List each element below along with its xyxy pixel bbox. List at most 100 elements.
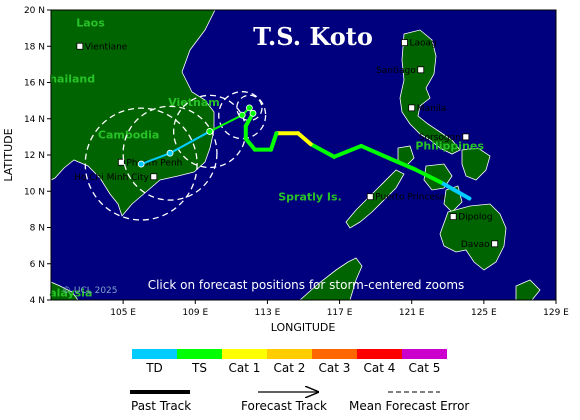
error-circle bbox=[236, 94, 263, 122]
city-marker-icon bbox=[117, 158, 125, 166]
past-track-segment bbox=[332, 143, 364, 159]
y-axis-label: LATITUDE bbox=[2, 128, 15, 181]
past-track-segment bbox=[296, 131, 313, 147]
legend-category-label: Cat 4 bbox=[364, 361, 396, 375]
country-label: hailand bbox=[49, 73, 95, 86]
city-label: Vientiane bbox=[85, 42, 128, 52]
legend: TD TS Cat 1 Cat 2 Cat 3 Cat 4 Cat 5 bbox=[132, 349, 447, 375]
past-track-segment bbox=[243, 136, 257, 152]
city-marker-icon bbox=[76, 42, 84, 50]
legend-swatch-cat-2 bbox=[267, 349, 312, 359]
forecast-position-1[interactable] bbox=[245, 104, 253, 112]
city-dipolog: Dipolog bbox=[449, 213, 493, 223]
map-axes: 105 E 109 E 113 E 117 E 121 E 125 E 129 E 20 N 1… bbox=[24, 6, 569, 318]
country-labels: Laos hailand Vietnam Cambodia Spratly Is. Phi… bbox=[49, 16, 484, 299]
city-marker-icon bbox=[366, 193, 374, 201]
past-track-segment bbox=[438, 180, 472, 201]
forecast-position-5[interactable] bbox=[137, 160, 145, 168]
past-track-segment bbox=[308, 142, 337, 159]
forecast-position-2[interactable] bbox=[238, 111, 246, 119]
city-ho-chi-minh-city: Ho Chi Minh City bbox=[74, 173, 158, 183]
land-sulawesi bbox=[515, 279, 541, 300]
forecast-track-segment bbox=[140, 152, 171, 165]
legend-swatch-cat-5 bbox=[402, 349, 447, 359]
city-santiago: Santiago bbox=[376, 66, 425, 76]
city-sorsogon: Sorsogon bbox=[419, 133, 470, 143]
lat-tick-label: 8 N bbox=[30, 224, 45, 234]
lon-tick-label: 109 E bbox=[182, 308, 208, 318]
land-masses bbox=[51, 10, 541, 300]
error-circle bbox=[122, 105, 218, 201]
lat-tick-label: 12 N bbox=[24, 151, 45, 161]
forecast-position-0[interactable] bbox=[249, 109, 257, 117]
land-borneo bbox=[299, 257, 363, 300]
past-track-segment bbox=[269, 131, 279, 152]
legend-past-track: Past Track bbox=[130, 390, 191, 413]
lat-tick-label: 4 N bbox=[30, 296, 45, 306]
city-marker-icon bbox=[150, 173, 158, 181]
lat-tick-label: 6 N bbox=[30, 260, 45, 270]
legend-category-label: Cat 2 bbox=[274, 361, 306, 375]
lon-tick-label: 121 E bbox=[399, 308, 425, 318]
lat-tick-label: 10 N bbox=[24, 187, 45, 197]
legend-category-label: Cat 1 bbox=[229, 361, 261, 375]
legend-category-label: TD bbox=[145, 361, 163, 375]
legend-category-label: Cat 3 bbox=[319, 361, 351, 375]
x-axis-label: LONGITUDE bbox=[271, 321, 336, 334]
city-manila: Manila bbox=[408, 104, 447, 114]
forecast-track-segment bbox=[169, 130, 211, 155]
legend-swatch-cat-3 bbox=[312, 349, 357, 359]
city-label: Phnom Penh bbox=[126, 158, 182, 168]
lon-tick-label: 105 E bbox=[110, 308, 136, 318]
city-label: Dipolog bbox=[458, 213, 492, 223]
country-label: Spratly Is. bbox=[278, 190, 342, 203]
country-label: Cambodia bbox=[98, 129, 159, 142]
legend-swatch-td bbox=[132, 349, 177, 359]
lon-tick-label: 129 E bbox=[543, 308, 569, 318]
legend-swatch-ts bbox=[177, 349, 222, 359]
legend-category-label: TS bbox=[191, 361, 207, 375]
mean-error-label: Mean Forecast Error bbox=[349, 399, 469, 413]
city-label: Laoag bbox=[410, 39, 437, 49]
land-mindanao bbox=[439, 203, 507, 271]
city-phnom-penh: Phnom Penh bbox=[117, 158, 182, 168]
city-label: Davao bbox=[461, 240, 490, 250]
city-label: Sorsogon bbox=[419, 133, 461, 143]
city-marker-icon bbox=[408, 104, 416, 112]
past-track-segment bbox=[359, 143, 393, 161]
city-marker-icon bbox=[417, 66, 425, 74]
storm-track bbox=[137, 104, 472, 201]
country-label: Laos bbox=[76, 16, 105, 29]
legend-category-label: Cat 5 bbox=[409, 361, 441, 375]
legend-error: Mean Forecast Error bbox=[349, 391, 469, 413]
legend-forecast-track: Forecast Track bbox=[241, 392, 327, 413]
city-label: Puerto Princesa bbox=[375, 193, 445, 203]
past-track-segment bbox=[388, 156, 418, 172]
lat-tick-label: 16 N bbox=[24, 79, 45, 89]
lat-tick-label: 18 N bbox=[24, 42, 45, 52]
city-label: Santiago bbox=[376, 66, 416, 76]
city-marker-icon bbox=[462, 133, 470, 141]
forecast-track-label: Forecast Track bbox=[241, 399, 327, 413]
country-label: alaysia bbox=[49, 286, 92, 299]
city-label: Manila bbox=[417, 104, 447, 114]
city-marker-icon bbox=[491, 240, 499, 248]
error-circle bbox=[84, 107, 198, 221]
lon-tick-label: 117 E bbox=[327, 308, 353, 318]
country-label: Philippines bbox=[415, 140, 484, 153]
land-samar bbox=[461, 147, 491, 181]
forecast-position-4[interactable] bbox=[166, 149, 174, 157]
copyright-text: © UCL 2025 bbox=[62, 286, 118, 296]
country-label: Vietnam bbox=[168, 96, 220, 109]
legend-swatch-cat-1 bbox=[222, 349, 267, 359]
forecast-position-3[interactable] bbox=[206, 128, 214, 135]
zoom-instruction[interactable]: Click on forecast positions for storm-ce… bbox=[148, 278, 465, 292]
city-puerto-princesa: Puerto Princesa bbox=[366, 193, 445, 203]
forecast-track-segment bbox=[209, 114, 243, 133]
lat-tick-label: 20 N bbox=[24, 6, 45, 16]
land-luzon bbox=[399, 29, 461, 155]
lon-tick-label: 113 E bbox=[255, 308, 281, 318]
past-track-label: Past Track bbox=[131, 399, 191, 413]
city-davao: Davao bbox=[461, 240, 499, 250]
